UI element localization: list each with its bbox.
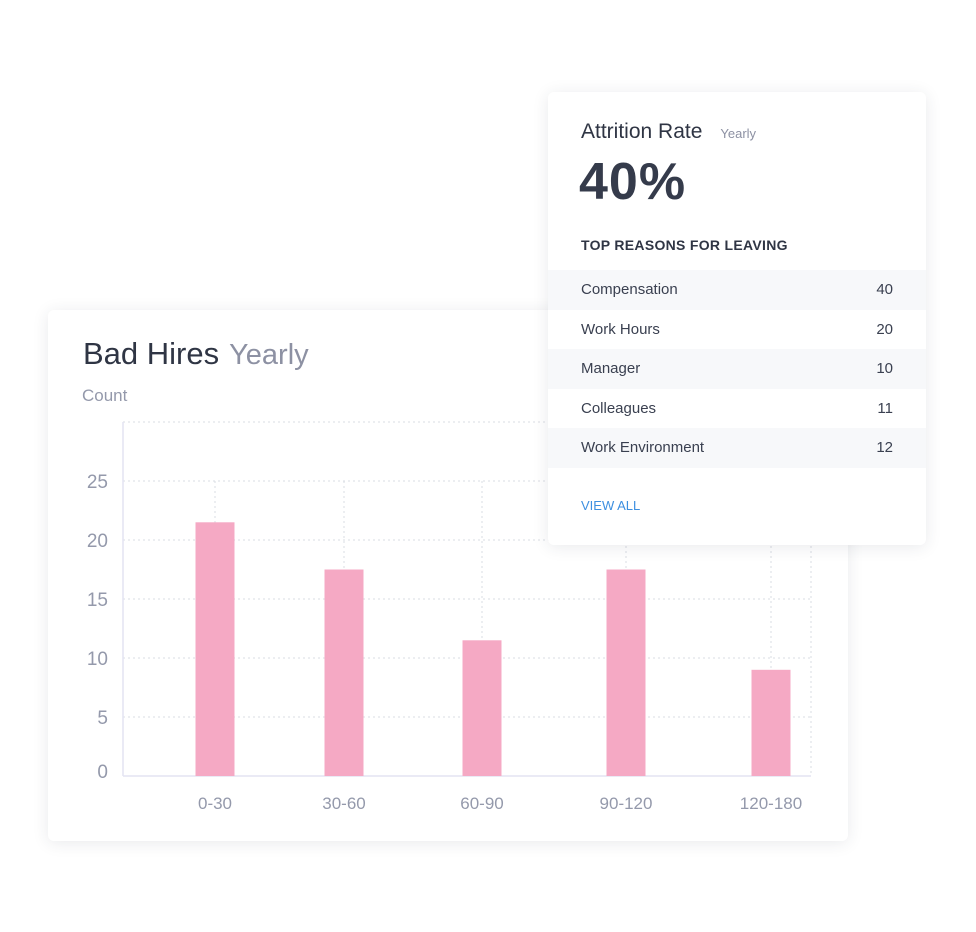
reason-count: 40 [876,281,893,299]
attrition-title: Attrition Rate [581,120,703,143]
attrition-value: 40% [579,153,687,211]
bad-hires-title: Bad Hires Yearly [83,336,309,372]
bar [324,569,364,776]
reason-row: Work Environment 12 [548,428,926,468]
attrition-card: Attrition Rate Yearly 40% TOP REASONS FOR… [548,92,926,545]
y-tick-label: 15 [87,590,108,611]
y-tick-label: 25 [87,472,108,493]
reason-label: Compensation [581,281,678,299]
reasons-list: Compensation 40 Work Hours 20 Manager 10 Co… [548,270,926,468]
bar-chart: 0 5 10 15 20 25 0-30 30-60 60-90 90-120 120-180 [87,421,812,813]
reason-label: Work Hours [581,320,660,338]
y-axis-label: Count [82,386,128,405]
reason-row: Colleagues 11 [548,389,926,429]
reason-row: Compensation 40 [548,270,926,310]
x-tick-label: 30-60 [322,794,365,813]
bar [606,569,646,776]
y-tick-label: 10 [87,649,108,670]
attrition-header: Attrition Rate Yearly [581,120,756,144]
reason-count: 11 [877,399,893,417]
reason-label: Manager [581,360,641,378]
reason-count: 12 [876,439,893,457]
attrition-period: Yearly [720,126,757,141]
chart-period: Yearly [229,339,309,371]
reason-row: Manager 10 [548,349,926,389]
x-tick-label: 60-90 [460,794,503,813]
y-tick-label: 5 [97,708,108,729]
chart-title: Bad Hires [83,336,220,371]
view-all-link[interactable]: VIEW ALL [581,498,641,513]
reason-count: 20 [876,320,893,338]
y-tick-label: 0 [97,762,108,783]
bar [462,640,502,776]
y-tick-label: 20 [87,531,108,552]
reason-label: Colleagues [581,399,657,417]
bar [195,522,235,776]
x-tick-label: 0-30 [198,794,232,813]
bar [751,669,791,776]
reason-count: 10 [876,360,893,378]
reasons-heading: TOP REASONS FOR LEAVING [581,237,788,253]
x-tick-label: 90-120 [600,794,653,813]
reason-label: Work Environment [581,439,705,457]
x-tick-label: 120-180 [740,794,802,813]
reason-row: Work Hours 20 [548,310,926,350]
